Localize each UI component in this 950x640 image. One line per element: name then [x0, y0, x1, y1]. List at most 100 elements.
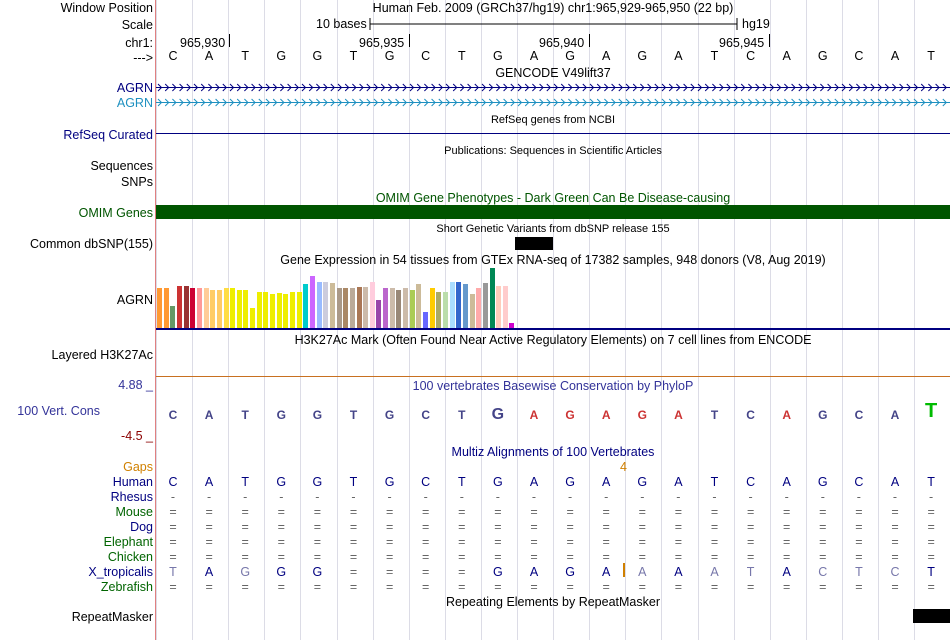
- repeatmasker-element[interactable]: [913, 609, 950, 623]
- gtex-tissue-bar[interactable]: [476, 288, 482, 328]
- gtex-tissue-bar[interactable]: [509, 323, 515, 328]
- multiz-aligned-base: A: [204, 475, 214, 489]
- gtex-tissue-bar[interactable]: [236, 290, 242, 328]
- scale-bar: [369, 18, 738, 30]
- publications-label-snps[interactable]: SNPs: [121, 175, 153, 189]
- gtex-tissue-bar[interactable]: [462, 284, 468, 328]
- multiz-aligned-base: =: [855, 550, 863, 564]
- dbsnp-variant-block[interactable]: [515, 237, 553, 250]
- gtex-tissue-bar[interactable]: [170, 306, 176, 328]
- multiz-species-label[interactable]: Zebrafish: [100, 580, 153, 594]
- gtex-tissue-bar[interactable]: [296, 292, 302, 328]
- gtex-tissue-bar[interactable]: [210, 290, 216, 328]
- multiz-species-label[interactable]: Elephant: [103, 535, 153, 549]
- gtex-tissue-bar[interactable]: [216, 290, 222, 328]
- gtex-tissue-bar[interactable]: [196, 288, 202, 328]
- gtex-tissue-bar[interactable]: [309, 276, 315, 328]
- gtex-tissue-bar[interactable]: [336, 288, 342, 328]
- gtex-tissue-bar[interactable]: [376, 300, 382, 328]
- phylop-label[interactable]: 100 Vert. Cons: [17, 404, 100, 418]
- gtex-tissue-bar[interactable]: [496, 286, 502, 328]
- refseq-gene-line[interactable]: [156, 133, 950, 134]
- browser-image[interactable]: Human Feb. 2009 (GRCh37/hg19) chr1:965,9…: [156, 0, 950, 640]
- multiz-species-label[interactable]: Rhesus: [110, 490, 153, 504]
- gtex-tissue-bar[interactable]: [263, 292, 269, 328]
- gencode-row-label-1[interactable]: AGRN: [116, 81, 153, 95]
- gtex-tissue-bar[interactable]: [456, 282, 462, 328]
- multiz-aligned-base: T: [169, 565, 177, 579]
- gtex-tissue-bar[interactable]: [270, 294, 276, 328]
- multiz-aligned-base: T: [746, 565, 755, 579]
- gtex-tissue-bar[interactable]: [243, 290, 249, 328]
- refseq-label[interactable]: RefSeq Curated: [63, 128, 153, 142]
- multiz-aligned-base: -: [640, 490, 645, 504]
- gtex-tissue-bar[interactable]: [403, 288, 409, 328]
- omim-track-title: OMIM Gene Phenotypes - Dark Green Can Be…: [375, 191, 731, 205]
- phylop-base-glyph: C: [855, 408, 864, 422]
- gtex-tissue-bar[interactable]: [482, 283, 488, 328]
- gtex-tissue-bar[interactable]: [343, 288, 349, 328]
- gtex-tissue-bar[interactable]: [389, 288, 395, 328]
- repeatmasker-track-title: Repeating Elements by RepeatMasker: [445, 595, 660, 609]
- phylop-base-glyph: G: [565, 408, 574, 422]
- gtex-label[interactable]: AGRN: [116, 293, 153, 307]
- h3k27ac-signal-line[interactable]: [156, 376, 950, 377]
- gtex-tissue-bar[interactable]: [369, 282, 375, 328]
- gtex-tissue-bar[interactable]: [183, 286, 189, 328]
- gtex-tissue-bar[interactable]: [356, 287, 362, 328]
- omim-gene-bar[interactable]: [156, 205, 950, 219]
- h3k27ac-label[interactable]: Layered H3K27Ac: [51, 348, 153, 362]
- gtex-tissue-bar[interactable]: [203, 288, 209, 328]
- multiz-species-label[interactable]: Mouse: [115, 505, 153, 519]
- sequence-base: G: [276, 49, 287, 63]
- gtex-tissue-bar[interactable]: [429, 288, 435, 328]
- multiz-aligned-base: =: [422, 550, 430, 564]
- gtex-tissue-bar[interactable]: [157, 288, 162, 328]
- gtex-tissue-bar[interactable]: [250, 308, 256, 328]
- gtex-tissue-bar[interactable]: [469, 294, 475, 328]
- gtex-tissue-bar[interactable]: [190, 288, 196, 328]
- gtex-tissue-bar[interactable]: [442, 292, 448, 328]
- gtex-tissue-bar[interactable]: [449, 282, 455, 328]
- gtex-tissue-bar[interactable]: [276, 293, 282, 328]
- multiz-species-label[interactable]: Dog: [130, 520, 153, 534]
- gtex-tissue-bar[interactable]: [290, 292, 295, 328]
- gtex-tissue-bar[interactable]: [329, 283, 335, 328]
- gtex-tissue-bar[interactable]: [283, 294, 289, 328]
- multiz-gaps-label: Gaps: [123, 460, 153, 474]
- omim-label[interactable]: OMIM Genes: [78, 206, 153, 220]
- multiz-aligned-base: A: [674, 565, 683, 579]
- gencode-row-label-2[interactable]: AGRN: [116, 96, 153, 110]
- gtex-tissue-bars[interactable]: [156, 268, 536, 328]
- gtex-tissue-bar[interactable]: [230, 288, 236, 328]
- gtex-tissue-bar[interactable]: [423, 312, 428, 328]
- gencode-agrn-transcript-1[interactable]: [156, 83, 950, 92]
- gtex-tissue-bar[interactable]: [436, 292, 442, 328]
- sequence-base: A: [674, 49, 683, 63]
- gtex-tissue-bar[interactable]: [383, 288, 389, 328]
- gtex-tissue-bar[interactable]: [416, 284, 422, 328]
- gtex-tissue-bar[interactable]: [489, 268, 495, 328]
- gtex-tissue-bar[interactable]: [363, 287, 369, 328]
- multiz-aligned-base: =: [422, 535, 430, 549]
- gtex-tissue-bar[interactable]: [176, 286, 182, 328]
- gtex-tissue-bar[interactable]: [256, 292, 262, 328]
- gtex-tissue-bar[interactable]: [223, 288, 229, 328]
- multiz-species-label[interactable]: Chicken: [107, 550, 153, 564]
- gencode-agrn-transcript-2[interactable]: [156, 98, 950, 107]
- gtex-tissue-bar[interactable]: [303, 284, 309, 328]
- gtex-tissue-bar[interactable]: [349, 288, 355, 328]
- gtex-tissue-bar[interactable]: [396, 290, 402, 328]
- publications-label-sequences[interactable]: Sequences: [90, 159, 153, 173]
- gtex-tissue-bar[interactable]: [163, 288, 169, 328]
- gtex-tissue-bar[interactable]: [502, 286, 508, 328]
- dbsnp-label[interactable]: Common dbSNP(155): [30, 237, 153, 251]
- multiz-species-label[interactable]: X_tropicalis: [88, 565, 153, 579]
- multiz-aligned-base: G: [817, 475, 828, 489]
- gtex-tissue-bar[interactable]: [323, 282, 329, 328]
- multiz-species-label[interactable]: Human: [112, 475, 153, 489]
- repeatmasker-label[interactable]: RepeatMasker: [71, 610, 153, 624]
- gtex-tissue-bar[interactable]: [409, 290, 415, 328]
- gtex-tissue-bar[interactable]: [316, 282, 322, 328]
